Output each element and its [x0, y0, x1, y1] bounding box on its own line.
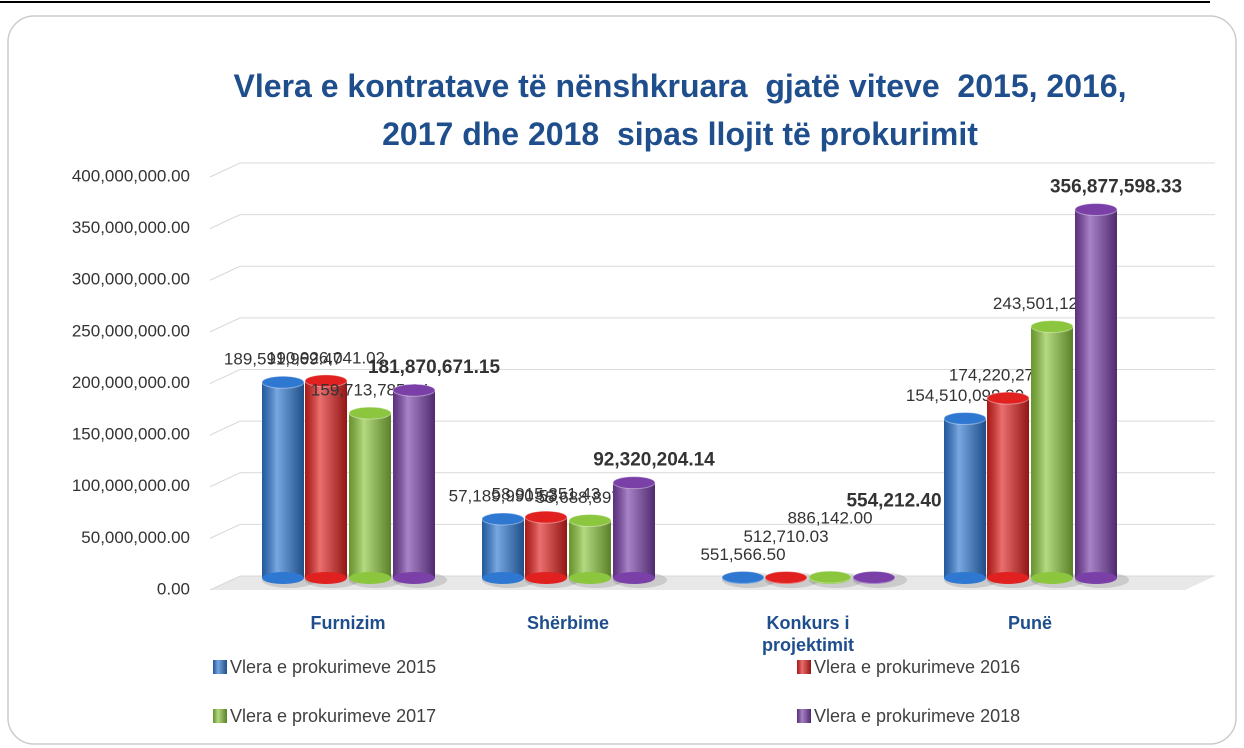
- bar-top: [986, 391, 1030, 405]
- bar-top: [612, 476, 656, 490]
- value-label: 356,877,598.33: [1050, 177, 1182, 198]
- y-tick-label: 250,000,000.00: [72, 321, 190, 340]
- bar-bottom: [613, 572, 655, 584]
- chart-title: Vlera e kontratave të nënshkruara gjatë …: [233, 68, 1136, 152]
- grid-line: [209, 214, 1215, 230]
- grid-line: [209, 162, 1215, 178]
- bar-shade: [569, 520, 611, 578]
- y-tick-label: 0.00: [157, 579, 190, 598]
- bar: [524, 510, 579, 588]
- bar: [1074, 203, 1129, 588]
- grid-line: [209, 420, 1215, 436]
- bar-bottom: [987, 572, 1029, 584]
- value-label: 58,915,351.43: [492, 485, 601, 504]
- bar-shade: [349, 413, 391, 578]
- bar: [481, 512, 536, 588]
- y-tick-label: 100,000,000.00: [72, 476, 190, 495]
- bar-bottom: [944, 572, 986, 584]
- legend-swatch-shade: [797, 709, 811, 723]
- y-tick-label: 200,000,000.00: [72, 373, 190, 392]
- legend-label: Vlera e prokurimeve 2017: [230, 706, 436, 726]
- x-tick-label: Shërbime: [526, 613, 610, 633]
- legend-label: Vlera e prokurimeve 2015: [230, 657, 436, 677]
- bar-top: [304, 374, 348, 388]
- bar-bottom: [482, 572, 524, 584]
- bar-top: [261, 375, 305, 389]
- value-label: 181,870,671.15: [368, 357, 501, 378]
- legend-label: Vlera e prokurimeve 2016: [814, 657, 1020, 677]
- value-label: 92,320,204.14: [593, 450, 715, 471]
- value-label: 512,710.03: [743, 527, 828, 546]
- grid-line: [209, 369, 1215, 384]
- y-tick-label: 400,000,000.00: [72, 166, 190, 185]
- value-label: 554,212.40: [846, 490, 941, 511]
- grid-line: [209, 265, 1215, 281]
- y-tick-label: 300,000,000.00: [72, 270, 190, 289]
- value-label: 189,591,969.47: [224, 350, 342, 369]
- bar-bottom: [1075, 572, 1117, 584]
- bar: [986, 391, 1041, 588]
- bar-top: [808, 570, 852, 584]
- bar-top: [721, 570, 765, 584]
- legend-swatch-shade: [213, 660, 227, 674]
- bar-top: [568, 514, 612, 528]
- y-tick-label: 350,000,000.00: [72, 218, 190, 237]
- value-label: 57,189,990.53: [449, 486, 558, 505]
- bar-top: [348, 406, 392, 420]
- bar-shade: [944, 418, 986, 578]
- legend-swatch-shade: [797, 660, 811, 674]
- bar-shade: [305, 380, 347, 578]
- bar-top: [764, 570, 808, 584]
- value-label: 190,926,041.02: [267, 348, 385, 367]
- bar-bottom: [262, 572, 304, 584]
- grid-line: [209, 317, 1215, 333]
- legend-swatch-shade: [213, 709, 227, 723]
- grid-line: [209, 523, 1215, 539]
- x-tick-label: Punë: [1007, 613, 1052, 633]
- bar: [764, 570, 819, 588]
- value-label: 551,566.50: [700, 545, 785, 564]
- bar-top: [943, 411, 987, 425]
- bar-shade: [482, 518, 524, 578]
- value-label: 886,142.00: [787, 509, 872, 528]
- bar-shade: [613, 482, 655, 578]
- bar-shade: [393, 390, 435, 578]
- bar-bottom: [525, 572, 567, 584]
- bar: [261, 375, 316, 588]
- bar: [721, 570, 776, 588]
- x-tick-label: Furnizim: [310, 613, 386, 633]
- bar-shade: [262, 382, 304, 578]
- y-tick-label: 50,000,000.00: [81, 528, 190, 547]
- bar-bottom: [1031, 572, 1073, 584]
- bar: [852, 570, 907, 588]
- bar-shade: [1031, 326, 1073, 578]
- bar: [943, 411, 998, 588]
- bar-top: [524, 510, 568, 524]
- bar-top: [1074, 203, 1118, 217]
- bar-shade: [987, 398, 1029, 578]
- bar-shade: [1075, 209, 1117, 579]
- bar-top: [852, 570, 896, 584]
- bar-bottom: [569, 572, 611, 584]
- bar: [392, 383, 447, 588]
- bar-bottom: [393, 572, 435, 584]
- grid-line: [209, 472, 1215, 488]
- bar-shade: [525, 517, 567, 578]
- bar: [612, 476, 667, 588]
- bar: [808, 570, 863, 588]
- y-tick-label: 150,000,000.00: [72, 425, 190, 444]
- bar: [348, 406, 403, 588]
- legend-label: Vlera e prokurimeve 2018: [814, 706, 1020, 726]
- x-tick-label: Konkurs i projektimit: [761, 613, 854, 655]
- bar-top: [1030, 320, 1074, 334]
- bar: [1030, 320, 1085, 588]
- bar-bottom: [305, 572, 347, 584]
- bar-bottom: [349, 572, 391, 584]
- bar-top: [481, 512, 525, 526]
- bar: [304, 374, 359, 588]
- bar-top: [392, 383, 436, 397]
- bar: [568, 514, 623, 588]
